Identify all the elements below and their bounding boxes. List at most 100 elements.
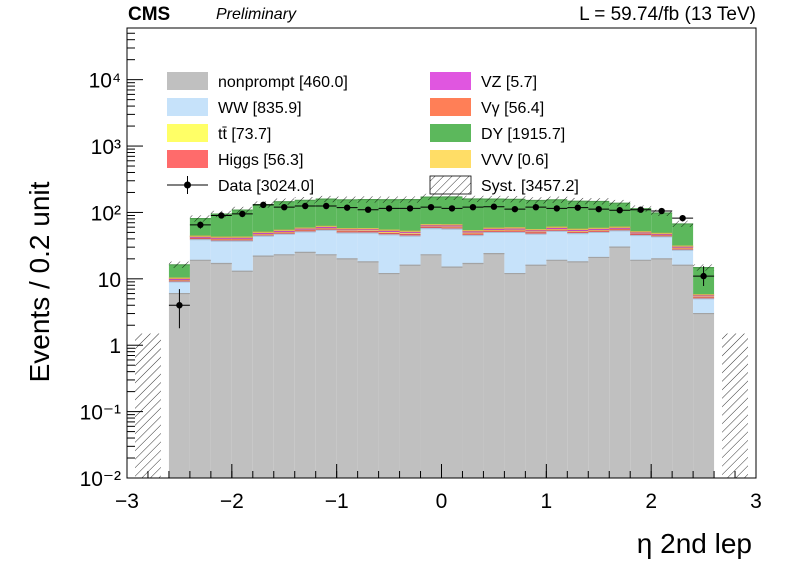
syst-hatch <box>399 196 421 203</box>
data-marker <box>637 206 644 213</box>
bar-higgs <box>336 231 358 234</box>
bar-dy <box>336 199 358 229</box>
bar-ww <box>609 230 631 248</box>
bar-higgs <box>441 227 463 230</box>
legend-entry: WW [835.9] <box>167 98 302 117</box>
bar-higgs <box>462 233 484 236</box>
bar-dy <box>462 199 484 231</box>
syst-hatch <box>483 195 505 203</box>
data-point <box>399 205 421 212</box>
bar-nonprompt <box>210 263 232 478</box>
bar-higgs <box>672 248 694 251</box>
bar-v <box>504 227 526 230</box>
bar-v <box>525 229 547 231</box>
syst-hatch <box>378 196 400 203</box>
bar-nonprompt <box>336 258 358 478</box>
data-marker <box>574 204 581 211</box>
syst-hatch <box>567 197 589 205</box>
bar-tt <box>609 228 631 230</box>
bar-higgs <box>378 233 400 235</box>
bar-nonprompt <box>525 265 547 478</box>
bar-nonprompt <box>441 267 463 478</box>
stack-bars <box>168 196 715 478</box>
x-axis-label: η 2nd lep <box>636 528 752 559</box>
data-marker <box>322 202 330 210</box>
bar-higgs <box>567 232 589 234</box>
data-marker <box>616 207 623 214</box>
x-tick-label: 0 <box>436 490 448 513</box>
data-point <box>336 204 358 211</box>
legend-label: Data [3024.0] <box>218 178 314 195</box>
legend-swatch <box>430 98 471 116</box>
data-point <box>651 207 673 215</box>
data-marker <box>218 212 225 219</box>
data-point <box>630 206 652 213</box>
bar-dy <box>210 214 232 238</box>
bar-higgs <box>504 231 526 233</box>
bar-nonprompt <box>651 258 673 478</box>
bar-dy <box>546 199 568 228</box>
y-tick-label: 10 <box>98 269 121 292</box>
bar-higgs <box>420 227 442 229</box>
data-marker <box>532 203 540 211</box>
bar-higgs <box>483 231 505 233</box>
y-tick-label: 10⁻² <box>80 468 121 491</box>
syst-hatch <box>420 193 442 201</box>
bar-nonprompt <box>273 254 295 478</box>
bar-dy <box>504 199 526 228</box>
bar-dy <box>609 203 631 228</box>
bar-ww <box>231 241 253 272</box>
legend-entry: Higgs [56.3] <box>167 150 303 169</box>
legend-swatch <box>167 98 208 116</box>
bar-tt <box>273 231 295 234</box>
data-point <box>210 212 232 219</box>
bar-tt <box>462 232 484 234</box>
bar-tt <box>315 227 337 230</box>
legend-swatch <box>430 72 471 90</box>
bar-tt <box>231 238 253 240</box>
bar-nonprompt <box>378 273 400 478</box>
bar-nonprompt <box>168 293 190 478</box>
bar-tt <box>693 296 715 298</box>
bar-ww <box>273 234 295 255</box>
syst-band <box>135 193 748 478</box>
bar-nonprompt <box>420 254 442 478</box>
bar-dy <box>567 201 589 230</box>
bar-higgs <box>399 234 421 237</box>
data-point <box>483 203 505 210</box>
y-tick-label: 10⁻¹ <box>80 402 121 425</box>
bar-higgs <box>210 239 232 242</box>
data-point <box>441 205 463 212</box>
data-points <box>168 201 715 329</box>
data-point <box>357 206 379 213</box>
bar-ww <box>399 236 421 266</box>
bar-tt <box>252 233 274 235</box>
legend-entry: Data [3024.0] <box>167 176 314 195</box>
syst-hatch <box>525 197 547 204</box>
bar-dy <box>420 197 442 225</box>
data-marker <box>427 203 435 211</box>
data-point <box>189 221 211 229</box>
legend-label: VZ [5.7] <box>481 74 537 91</box>
legend-label: tt̄ [73.7] <box>218 126 271 143</box>
bar-ww <box>504 232 526 274</box>
bar-tt <box>210 238 232 240</box>
bar-ww <box>210 241 232 264</box>
syst-hatch <box>168 261 190 268</box>
data-point <box>420 203 442 211</box>
legend-label: DY [1915.7] <box>481 126 565 143</box>
legend-entry: DY [1915.7] <box>430 124 565 143</box>
bar-nonprompt <box>252 256 274 478</box>
data-point <box>546 205 568 212</box>
bar-dy <box>651 212 673 234</box>
bar-tt <box>420 225 442 228</box>
bar-v <box>441 224 463 227</box>
bar-ww <box>315 230 337 255</box>
syst-hatch <box>189 215 211 222</box>
bar-ww <box>525 234 547 266</box>
bar-dy <box>630 208 652 232</box>
data-marker <box>658 207 665 215</box>
bar-ww <box>546 231 568 261</box>
bar-dy <box>399 199 421 232</box>
